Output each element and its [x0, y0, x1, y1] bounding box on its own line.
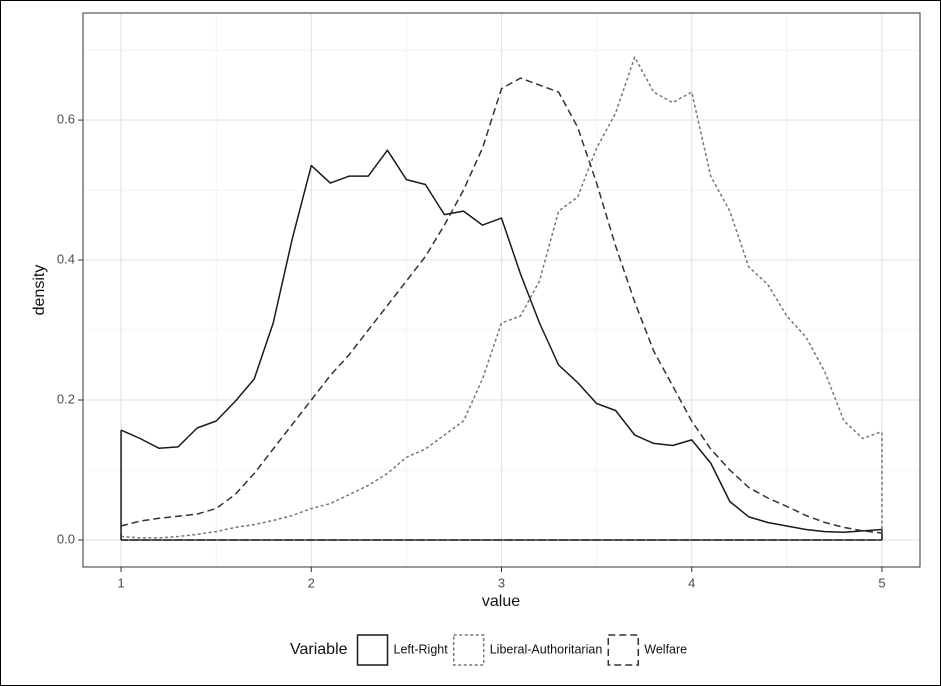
legend-title: Variable — [290, 641, 348, 658]
density-line — [120, 149, 883, 534]
legend: Variable Left-Right Liberal-Authoritarian… — [290, 633, 687, 667]
y-tick-label: 0.4 — [57, 251, 75, 266]
legend-label: Liberal-Authoritarian — [490, 642, 603, 656]
x-tick-label: 4 — [688, 575, 695, 590]
density-line — [120, 56, 883, 539]
x-tick-label: 2 — [308, 575, 315, 590]
legend-label: Welfare — [644, 642, 687, 656]
x-tick-label: 1 — [117, 575, 124, 590]
density-outline — [120, 525, 883, 541]
panel-border — [82, 12, 921, 568]
legend-key — [356, 634, 389, 666]
x-axis-title: value — [482, 593, 520, 610]
plot — [120, 56, 883, 541]
density-line — [120, 77, 883, 534]
legend-key — [452, 634, 485, 666]
legend-key-bg — [606, 633, 641, 667]
y-axis-title: density — [31, 265, 48, 316]
legend-key-bg — [451, 633, 486, 667]
y-tick-label: 0.6 — [57, 112, 75, 127]
y-tick-label: 0.0 — [57, 531, 75, 546]
x-tick-label: 3 — [498, 575, 505, 590]
legend-key-bg — [355, 633, 390, 667]
legend-key — [607, 634, 640, 666]
x-tick-label: 5 — [878, 575, 885, 590]
legend-label: Left-Right — [394, 642, 449, 656]
y-tick-label: 0.2 — [57, 391, 75, 406]
